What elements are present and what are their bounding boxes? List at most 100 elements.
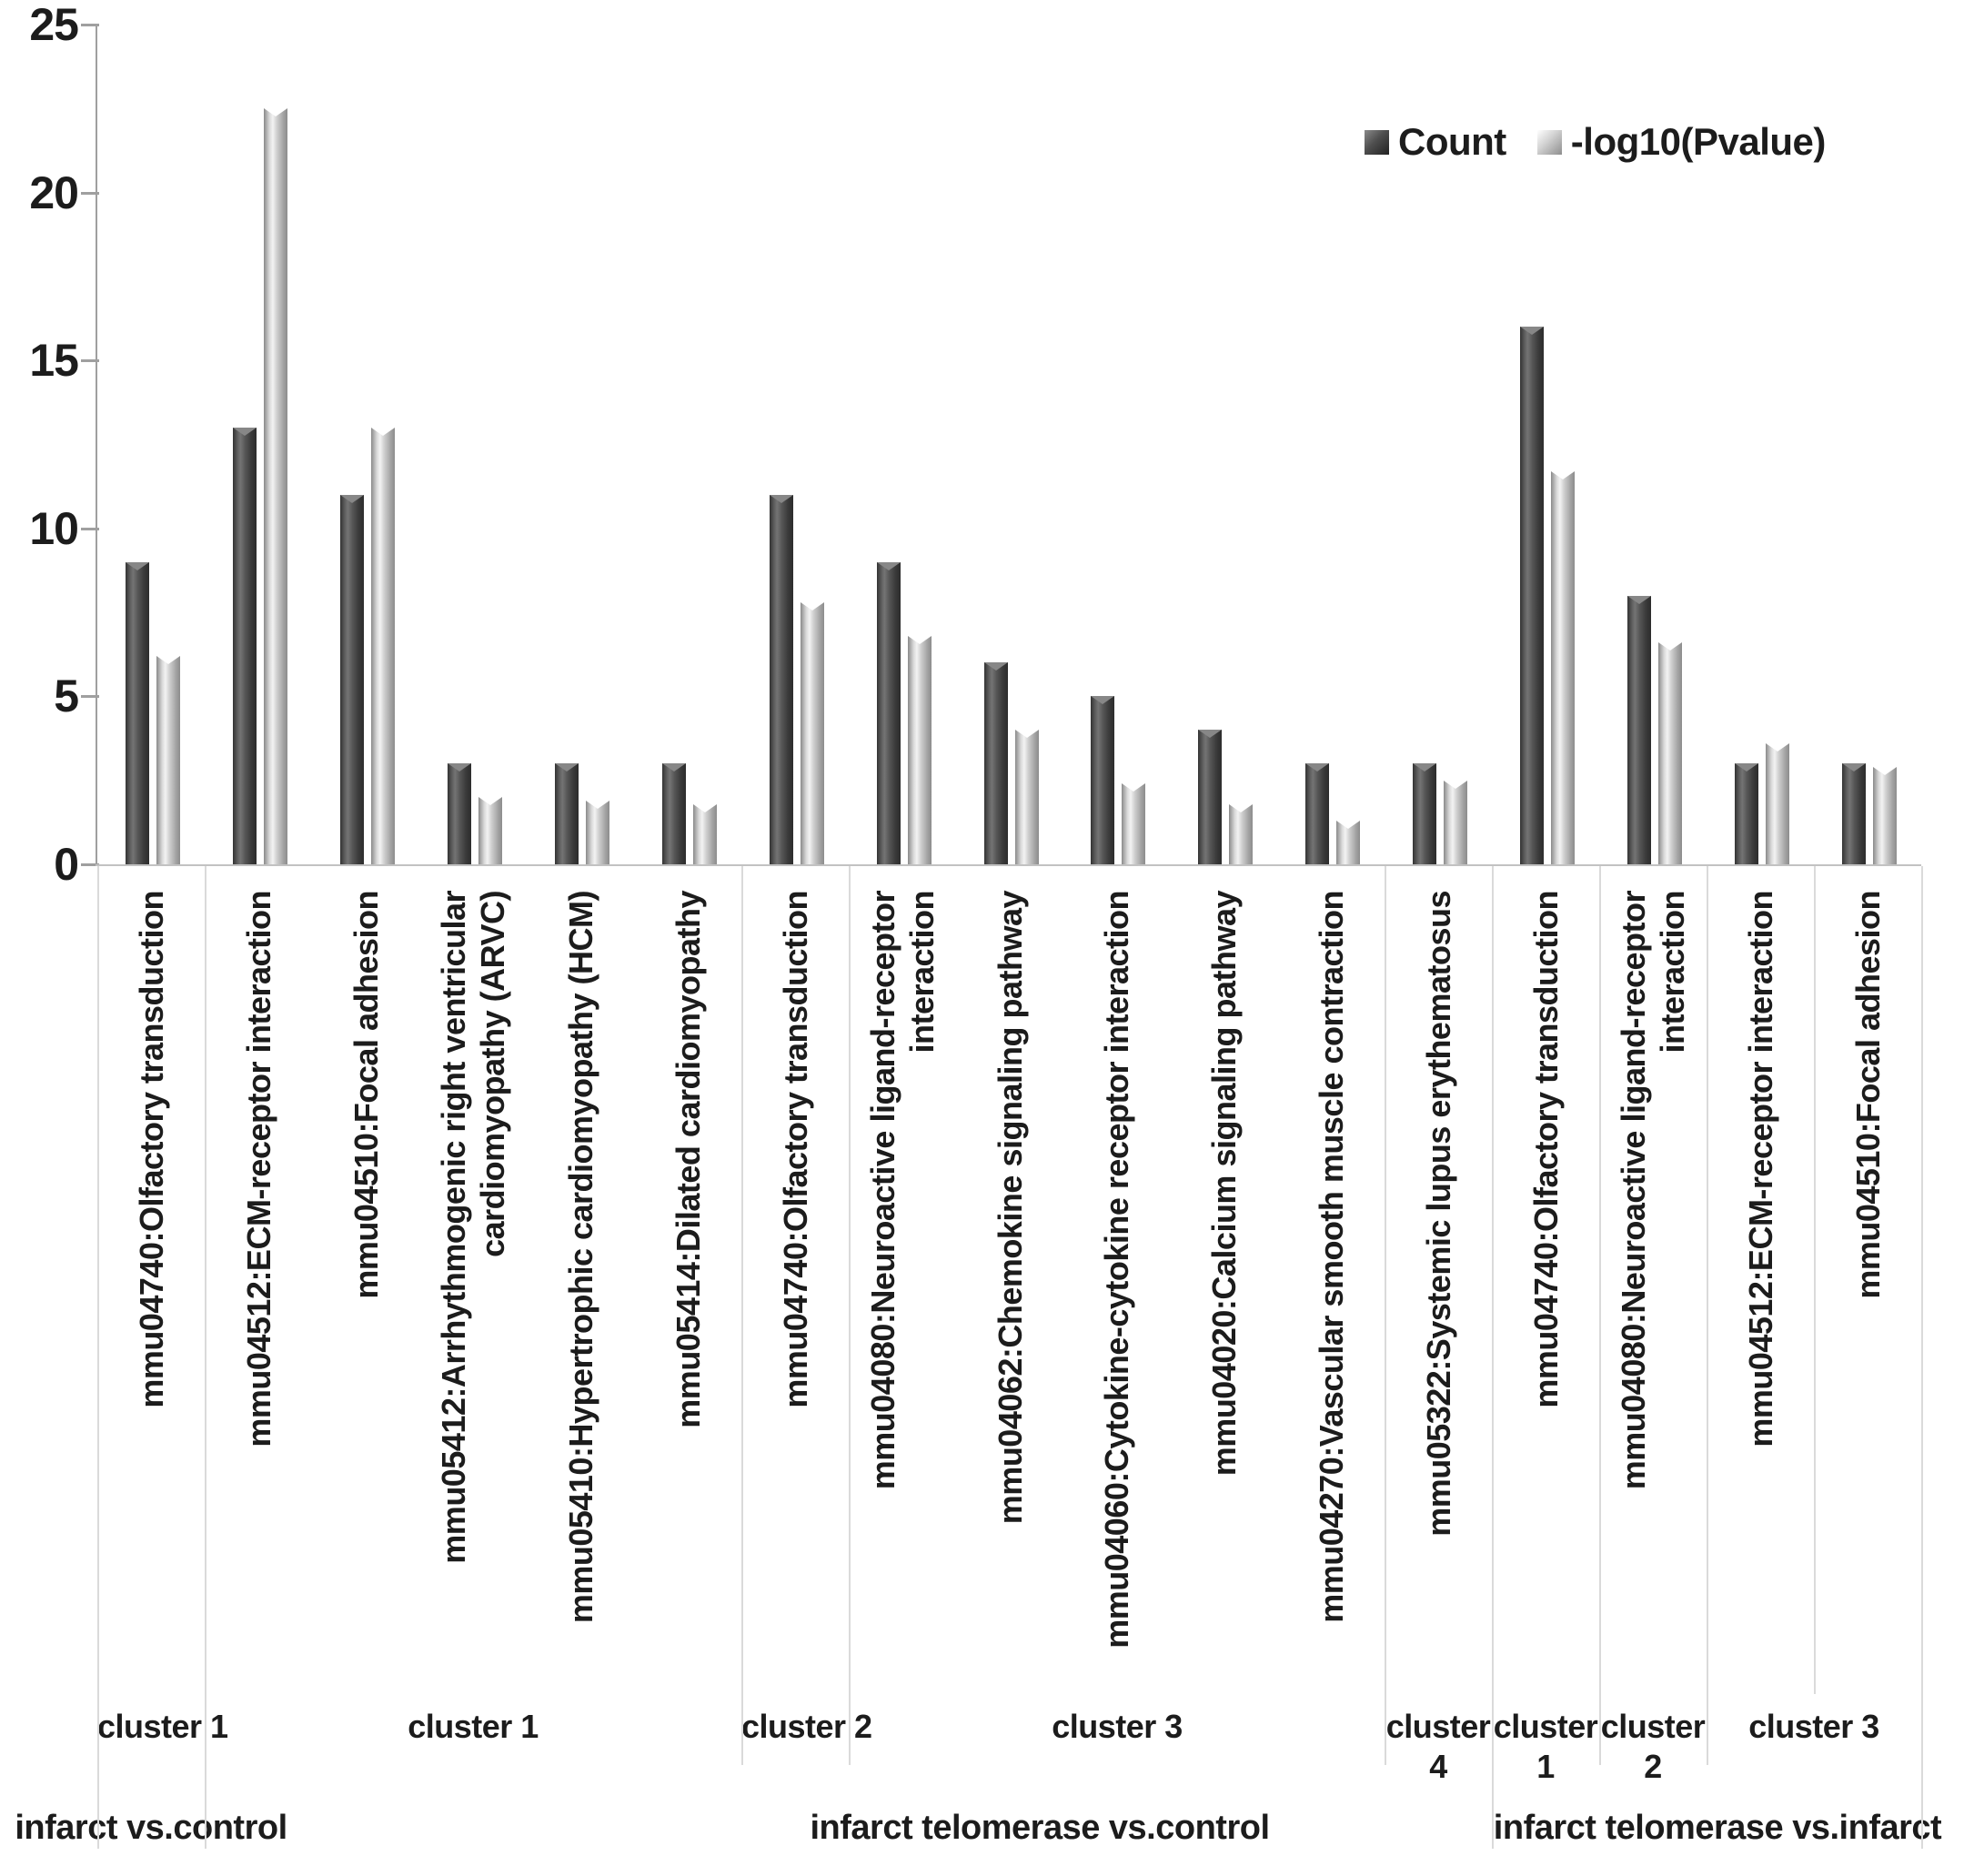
- bar-bevel-cap: [448, 763, 471, 772]
- category-label: mmu04510:Focal adhesion: [1848, 891, 1887, 1299]
- count-bar: [877, 562, 901, 864]
- bar-bevel-cap: [1842, 763, 1866, 772]
- count-bar: [1842, 763, 1866, 864]
- category-label: mmu04080:Neuroactive ligand-receptor int…: [1615, 891, 1691, 1490]
- bar-bevel-cap: [1551, 471, 1575, 479]
- bar-bevel-cap: [1229, 804, 1253, 812]
- cluster-divider: [1385, 866, 1386, 1765]
- pvalue-bar: [1229, 804, 1253, 864]
- y-axis-tick: [81, 527, 99, 530]
- pvalue-bar: [1766, 743, 1789, 864]
- bar-bevel-cap: [1520, 327, 1544, 335]
- count-bar: [1091, 696, 1114, 864]
- pvalue-bar: [693, 804, 717, 864]
- comparison-divider: [97, 866, 99, 1849]
- category-label: mmu04512:ECM-receptor interaction: [239, 891, 277, 1447]
- cluster-divider: [849, 866, 851, 1765]
- bar-bevel-cap: [1444, 781, 1467, 789]
- bar-bevel-cap: [233, 428, 257, 436]
- cluster-divider: [1599, 866, 1601, 1765]
- legend-item-count: Count: [1365, 120, 1506, 164]
- pvalue-bar: [1551, 471, 1575, 864]
- bar-bevel-cap: [984, 662, 1008, 671]
- bar-bevel-cap: [877, 562, 901, 570]
- bar-bevel-cap: [1766, 743, 1789, 751]
- bar-bevel-cap: [555, 763, 579, 772]
- y-axis-tick: [81, 359, 99, 363]
- pvalue-bar: [801, 602, 824, 864]
- pvalue-bar: [1444, 781, 1467, 864]
- count-bar: [1735, 763, 1758, 864]
- count-bar: [233, 428, 257, 864]
- count-bar: [1520, 327, 1544, 864]
- comparison-divider: [1492, 866, 1494, 1849]
- cluster-divider: [1707, 866, 1708, 1765]
- bar-bevel-cap: [340, 495, 364, 503]
- count-bar: [555, 763, 579, 864]
- pvalue-bar: [371, 428, 395, 864]
- pvalue-bar: [1658, 642, 1682, 864]
- category-label: mmu04080:Neuroactive ligand-receptor int…: [864, 891, 941, 1490]
- cluster-label: cluster 2: [1600, 1708, 1706, 1785]
- bar-bevel-cap: [586, 801, 609, 809]
- cluster-label: cluster 1: [97, 1708, 228, 1745]
- bar-bevel-cap: [770, 495, 793, 503]
- bar-bevel-cap: [801, 602, 824, 610]
- category-label: mmu04020:Calcium signaling pathway: [1204, 891, 1243, 1477]
- y-tick-label: 5: [54, 671, 79, 722]
- cluster-label: cluster 1: [408, 1708, 539, 1745]
- y-tick-label: 15: [29, 335, 79, 387]
- pvalue-bar: [478, 797, 502, 864]
- bar-bevel-cap: [1122, 783, 1145, 792]
- category-divider: [1814, 866, 1816, 1694]
- count-bar: [662, 763, 686, 864]
- bar-bevel-cap: [1336, 821, 1360, 829]
- y-axis-tick: [81, 863, 99, 866]
- legend-count-label: Count: [1398, 120, 1506, 163]
- y-tick-label: 20: [29, 166, 79, 218]
- cluster-label: cluster 2: [741, 1708, 872, 1745]
- y-tick-label: 0: [54, 839, 79, 890]
- count-bar: [770, 495, 793, 864]
- pvalue-bar: [1122, 783, 1145, 864]
- pvalue-bar: [264, 108, 287, 864]
- comparison-label: infarct vs.control: [15, 1809, 287, 1847]
- category-label: mmu05412:Arrhythmogenic right ventricula…: [435, 891, 511, 1564]
- count-bar: [1305, 763, 1329, 864]
- y-axis-line: [96, 25, 97, 866]
- count-swatch-icon: [1365, 129, 1389, 155]
- count-bar: [448, 763, 471, 864]
- category-label: mmu04740:Olfactory transduction: [776, 891, 814, 1408]
- cluster-label: cluster 4: [1385, 1708, 1491, 1785]
- bar-bevel-cap: [264, 108, 287, 116]
- bar-bevel-cap: [1198, 730, 1222, 738]
- legend: Count -log10(Pvalue): [1365, 120, 1826, 164]
- y-tick-label: 10: [29, 502, 79, 554]
- category-label: mmu04512:ECM-receptor interaction: [1741, 891, 1779, 1447]
- pvalue-bar: [1015, 730, 1039, 864]
- count-bar: [340, 495, 364, 864]
- bar-bevel-cap: [693, 804, 717, 812]
- y-axis-tick: [81, 695, 99, 699]
- y-axis-tick: [81, 191, 99, 195]
- category-label: mmu04062:Chemokine signaling pathway: [991, 891, 1029, 1525]
- bar-bevel-cap: [1873, 767, 1897, 775]
- comparison-divider: [205, 866, 206, 1849]
- bar-bevel-cap: [1658, 642, 1682, 651]
- category-label: mmu05410:Hypertrophic cardiomyopathy (HC…: [561, 891, 599, 1624]
- pvalue-swatch-icon: [1536, 129, 1562, 155]
- legend-pvalue-label: -log10(Pvalue): [1570, 120, 1827, 163]
- count-bar: [1627, 596, 1651, 864]
- bar-bevel-cap: [1305, 763, 1329, 772]
- category-label: mmu05322:Systemic lupus erythematosus: [1419, 891, 1457, 1537]
- count-bar: [126, 562, 149, 864]
- pvalue-bar: [1336, 821, 1360, 864]
- bar-bevel-cap: [1627, 596, 1651, 604]
- comparison-label: infarct telomerase vs.control: [810, 1809, 1270, 1847]
- bar-bevel-cap: [478, 797, 502, 805]
- category-label: mmu04060:Cytokine-cytokine receptor inte…: [1097, 891, 1135, 1649]
- count-bar: [984, 662, 1008, 864]
- count-bar: [1198, 730, 1222, 864]
- cluster-label: cluster 1: [1493, 1708, 1598, 1785]
- bar-bevel-cap: [908, 636, 932, 644]
